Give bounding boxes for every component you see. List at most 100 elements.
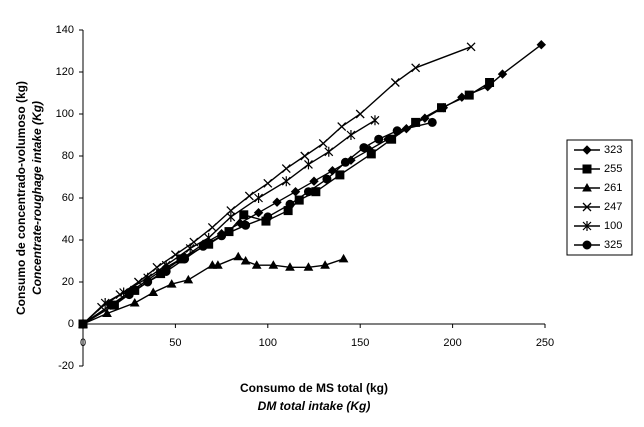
legend-label: 325	[604, 239, 622, 251]
x-tick-label: 200	[443, 337, 461, 349]
marker	[337, 122, 347, 132]
y-axis-title-en: Concentrate-roughage intake (Kg)	[30, 101, 44, 295]
x-tick-label: 0	[80, 337, 86, 349]
marker	[303, 262, 314, 271]
marker	[251, 260, 262, 269]
marker	[346, 130, 356, 140]
marker	[300, 151, 310, 161]
y-tick-label: 40	[62, 234, 74, 246]
y-tick-label: -20	[58, 360, 74, 372]
y-tick-label: 140	[56, 24, 74, 36]
marker	[303, 187, 313, 197]
marker	[224, 227, 234, 237]
marker	[183, 274, 194, 284]
marker	[226, 211, 236, 222]
marker	[497, 69, 508, 79]
marker	[143, 277, 153, 287]
marker	[464, 90, 474, 100]
legend-box	[566, 139, 633, 256]
marker	[240, 255, 251, 265]
marker	[582, 221, 592, 231]
x-tick-label: 100	[259, 337, 277, 349]
marker	[466, 42, 476, 52]
marker	[582, 145, 592, 155]
marker	[254, 193, 263, 203]
marker	[320, 260, 330, 269]
marker	[198, 241, 208, 251]
marker	[233, 251, 244, 261]
marker	[374, 134, 384, 144]
marker	[340, 157, 350, 167]
marker	[241, 220, 251, 230]
y-tick-label: 0	[68, 318, 74, 330]
marker	[268, 260, 279, 269]
marker	[437, 103, 447, 113]
marker	[226, 206, 236, 216]
legend-label: 255	[604, 163, 622, 175]
series-line	[82, 256, 344, 325]
x-axis-title: Consumo de MS total (kg)	[240, 381, 388, 395]
y-axis-title: Consumo de concentrado-volumoso (kg)	[14, 81, 28, 315]
marker	[106, 300, 116, 310]
marker	[166, 279, 177, 288]
marker	[370, 115, 380, 126]
marker	[148, 287, 159, 296]
marker	[124, 290, 134, 300]
legend-label: 247	[604, 201, 622, 213]
marker	[180, 254, 190, 264]
marker	[281, 176, 291, 187]
y-tick-label: 100	[56, 108, 74, 120]
marker	[366, 149, 376, 159]
marker	[309, 176, 319, 186]
y-tick-label: 120	[56, 66, 74, 78]
marker	[285, 199, 295, 209]
legend-label: 261	[604, 182, 622, 194]
marker	[239, 210, 249, 220]
legend-label: 100	[604, 220, 622, 232]
marker	[359, 143, 369, 153]
marker	[318, 138, 328, 148]
x-tick-label: 250	[536, 337, 554, 349]
marker	[338, 253, 349, 263]
marker	[322, 174, 332, 184]
marker	[263, 212, 273, 222]
marker	[185, 243, 195, 254]
y-tick-label: 80	[62, 150, 74, 162]
marker	[324, 146, 334, 157]
marker	[161, 267, 171, 276]
marker	[281, 164, 291, 174]
marker	[392, 126, 402, 136]
marker	[427, 117, 437, 127]
marker	[411, 63, 421, 73]
marker	[355, 109, 365, 119]
marker	[204, 232, 214, 243]
x-axis-title-en: DM total intake (Kg)	[258, 399, 371, 413]
marker	[207, 222, 217, 232]
x-tick-label: 150	[351, 337, 369, 349]
marker	[253, 207, 264, 218]
marker	[129, 297, 140, 307]
x-tick-label: 50	[169, 337, 181, 349]
marker	[390, 78, 400, 87]
legend-label: 323	[604, 144, 622, 156]
marker	[335, 170, 345, 180]
marker	[272, 197, 282, 207]
marker	[387, 134, 397, 144]
marker	[582, 202, 592, 212]
marker	[285, 262, 295, 271]
marker	[217, 231, 227, 241]
marker	[244, 191, 254, 201]
series-line	[82, 119, 376, 325]
marker	[102, 308, 112, 317]
marker	[582, 240, 592, 250]
marker	[582, 164, 592, 174]
y-tick-label: 60	[62, 192, 74, 204]
marker	[78, 319, 88, 329]
y-tick-label: 20	[62, 276, 74, 288]
marker	[582, 182, 592, 192]
marker	[213, 260, 223, 269]
marker	[485, 78, 495, 87]
marker	[263, 178, 273, 188]
